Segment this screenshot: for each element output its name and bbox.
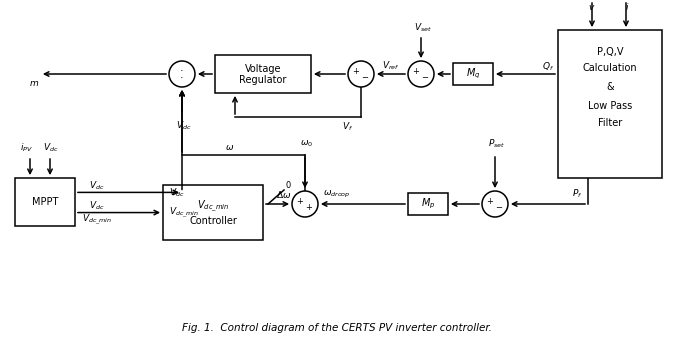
Text: $M_p$: $M_p$ — [421, 197, 435, 211]
Text: $V_{dc}$: $V_{dc}$ — [43, 142, 59, 154]
Text: MPPT: MPPT — [32, 197, 58, 207]
Text: $M_q$: $M_q$ — [466, 67, 480, 81]
Text: +: + — [487, 196, 493, 206]
Bar — [163, 185, 263, 240]
Bar — [215, 55, 311, 93]
Text: −: − — [421, 73, 429, 82]
Text: −: − — [495, 203, 503, 213]
Text: ·: · — [180, 73, 184, 83]
Circle shape — [408, 61, 434, 87]
Text: +: + — [297, 196, 303, 206]
Text: $V_{set}$: $V_{set}$ — [414, 22, 432, 34]
Text: Controller: Controller — [189, 216, 237, 226]
Text: Regulator: Regulator — [239, 75, 286, 85]
Text: i: i — [625, 3, 628, 13]
Text: Fig. 1.  Control diagram of the CERTS PV inverter controller.: Fig. 1. Control diagram of the CERTS PV … — [182, 323, 492, 333]
Bar — [453, 63, 493, 85]
Text: $\Delta\omega$: $\Delta\omega$ — [276, 190, 292, 200]
Text: +: + — [412, 67, 419, 75]
Text: $V_{dc\_min}$: $V_{dc\_min}$ — [169, 205, 200, 220]
Text: P,Q,V: P,Q,V — [596, 47, 623, 57]
Circle shape — [292, 191, 318, 217]
Text: $V_{dc\_min}$: $V_{dc\_min}$ — [197, 198, 229, 214]
Text: +: + — [353, 67, 359, 75]
Text: −: − — [361, 73, 369, 82]
Bar — [15, 178, 75, 226]
Text: $V_{ref}$: $V_{ref}$ — [382, 60, 400, 72]
Bar — [408, 193, 448, 215]
Text: $\omega_{droop}$: $\omega_{droop}$ — [323, 189, 350, 199]
Text: $\omega$: $\omega$ — [225, 143, 235, 151]
Text: $i_{PV}$: $i_{PV}$ — [20, 142, 34, 154]
Circle shape — [348, 61, 374, 87]
Text: Voltage: Voltage — [245, 65, 281, 74]
Text: $P_{set}$: $P_{set}$ — [489, 138, 506, 150]
Text: Low Pass: Low Pass — [588, 101, 632, 111]
Text: 0: 0 — [285, 182, 290, 191]
Text: $\omega_0$: $\omega_0$ — [301, 139, 313, 149]
Text: Calculation: Calculation — [583, 63, 638, 73]
Bar — [558, 30, 662, 178]
Text: $V_f$: $V_f$ — [342, 121, 353, 133]
Text: Filter: Filter — [598, 118, 622, 128]
Text: $V_{dc}$: $V_{dc}$ — [169, 186, 185, 199]
Text: v: v — [588, 3, 594, 13]
Text: $P_f$: $P_f$ — [572, 188, 582, 200]
Text: $V_{dc}$: $V_{dc}$ — [89, 179, 104, 192]
Circle shape — [482, 191, 508, 217]
Text: m: m — [30, 78, 38, 88]
Text: $V_{dc}$: $V_{dc}$ — [176, 120, 192, 132]
Text: $V_{dc\_min}$: $V_{dc\_min}$ — [82, 212, 112, 227]
Text: &: & — [606, 82, 614, 92]
Text: ·: · — [180, 66, 184, 76]
Circle shape — [169, 61, 195, 87]
Text: $Q_f$: $Q_f$ — [542, 61, 554, 73]
Text: $V_{dc}$: $V_{dc}$ — [89, 199, 104, 212]
Text: +: + — [305, 203, 313, 213]
